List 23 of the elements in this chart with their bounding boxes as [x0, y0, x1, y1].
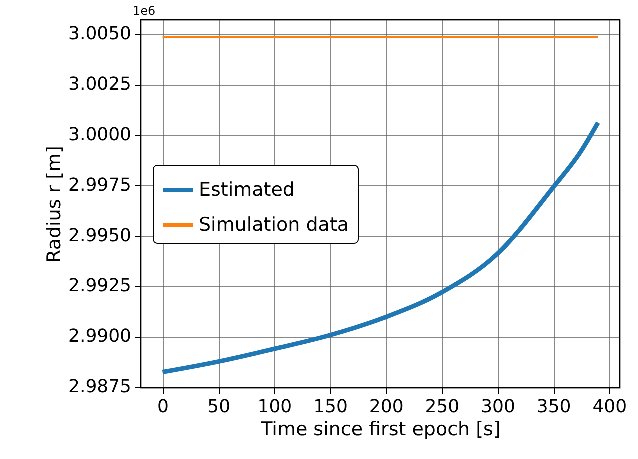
legend-label: Estimated [199, 179, 295, 201]
x-tick-label: 250 [425, 396, 460, 418]
y-tick-label: 2.9875 [68, 376, 132, 398]
y-tick-label: 3.0025 [68, 74, 132, 96]
x-tick-label: 50 [208, 396, 231, 418]
y-tick-label: 2.9950 [68, 225, 132, 246]
legend-label: Simulation data [199, 214, 350, 236]
y-axis-title: Radius r [m] [44, 146, 66, 263]
y-tick-label: 2.9975 [68, 174, 132, 196]
x-tick-label: 150 [314, 396, 348, 418]
x-tick-label: 200 [369, 396, 404, 418]
y-tick-label: 3.0000 [68, 124, 132, 146]
x-tick-label: 400 [592, 396, 628, 418]
x-tick-label: 0 [158, 396, 169, 418]
x-axis-title: Time since first epoch [s] [260, 418, 501, 440]
y-tick-label: 2.9900 [68, 326, 132, 348]
text: 1e6 [133, 4, 156, 18]
x-tick-label: 350 [536, 396, 572, 418]
y-tick-label: 2.9925 [68, 276, 132, 297]
line-series [160, 120, 600, 375]
x-tick-label: 100 [258, 396, 292, 418]
y-tick-label: 3.0050 [68, 24, 132, 45]
x-tick-label: 300 [481, 396, 516, 418]
